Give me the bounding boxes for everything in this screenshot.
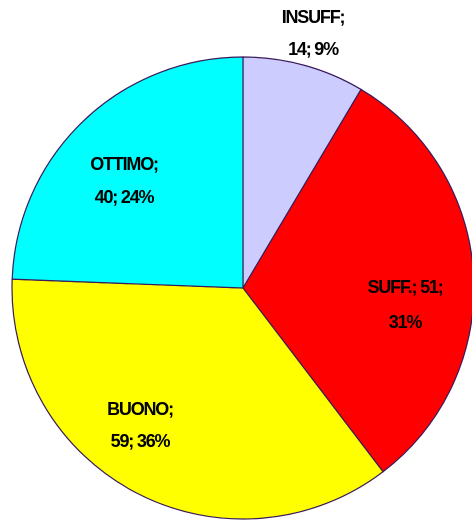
pie-slice <box>11 278 384 520</box>
data-label: 40; 24% <box>95 187 155 207</box>
data-label: BUONO; <box>107 399 173 419</box>
pie-slice <box>242 88 472 473</box>
data-label: 59; 36% <box>111 431 171 451</box>
pie-slice <box>11 56 244 289</box>
data-label: 14; 9% <box>288 39 339 59</box>
data-label: SUFF.; 51; <box>367 277 442 297</box>
data-label: OTTIMO; <box>90 154 158 174</box>
data-label: INSUFF; <box>282 7 345 27</box>
pie-slice <box>242 56 362 291</box>
data-label: 31% <box>389 312 423 332</box>
